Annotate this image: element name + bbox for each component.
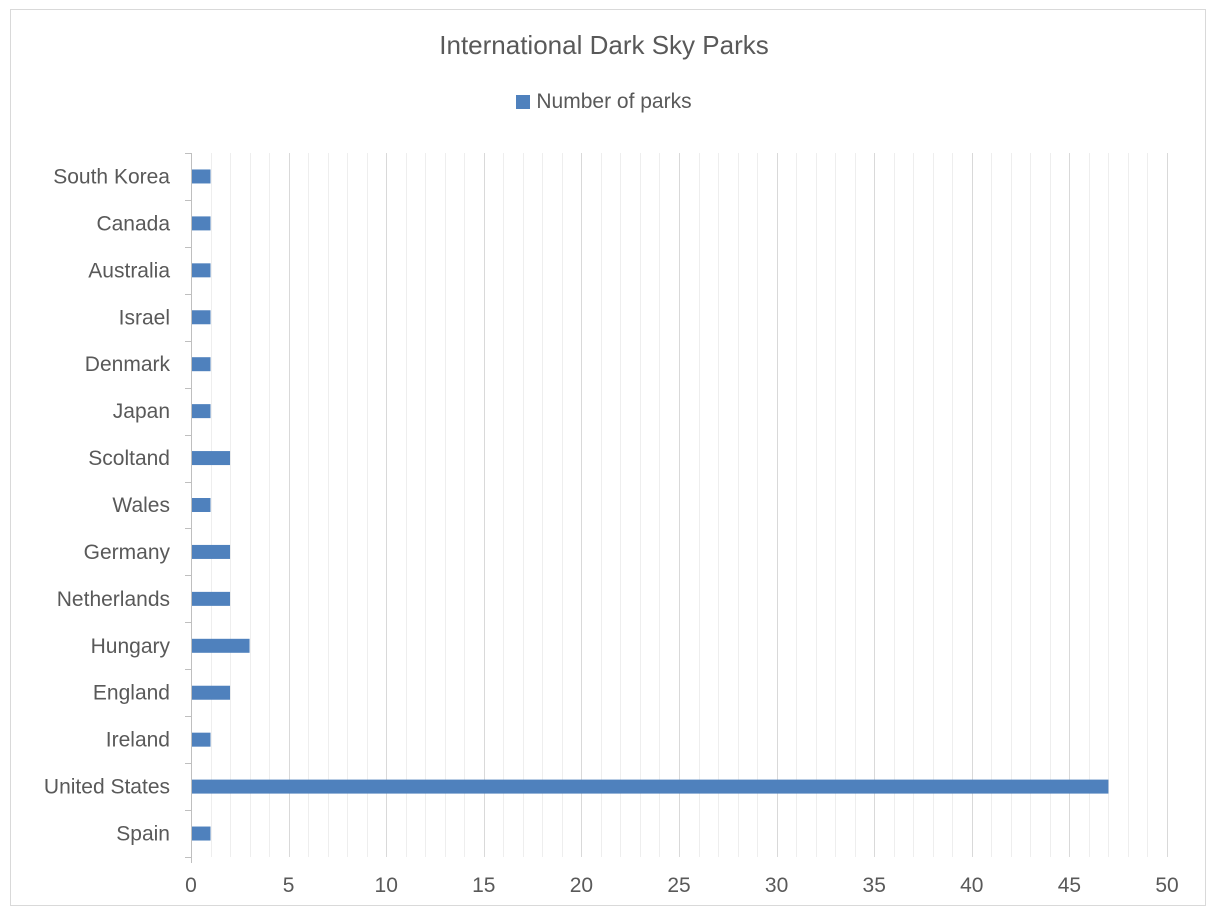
- bar: [192, 216, 211, 231]
- x-tick-label: 0: [185, 874, 197, 897]
- bar: [192, 404, 211, 419]
- tick-labels: 0 5 10 15 20 25 30 35 40 45 50 Spain United States Ir…: [44, 165, 1179, 897]
- x-tick-label: 30: [765, 874, 788, 897]
- category-label: Japan: [113, 400, 170, 423]
- x-tick-label: 50: [1155, 874, 1178, 897]
- bar: [192, 638, 250, 653]
- category-label: South Korea: [53, 165, 170, 188]
- axes: [185, 153, 192, 863]
- category-label: Scoltand: [88, 447, 170, 470]
- bar: [192, 826, 211, 841]
- legend: Number of parks: [0, 90, 1208, 114]
- bar: [192, 357, 211, 372]
- category-label: Denmark: [85, 353, 171, 376]
- x-tick-label: 25: [667, 874, 690, 897]
- bar: [192, 169, 211, 184]
- bar: [192, 498, 211, 512]
- x-tick-label: 45: [1058, 874, 1081, 897]
- category-label: Canada: [96, 212, 170, 235]
- category-label: Hungary: [91, 635, 171, 658]
- x-tick-label: 5: [283, 874, 295, 897]
- legend-label: Number of parks: [536, 90, 692, 113]
- x-tick-label: 15: [472, 874, 495, 897]
- x-tick-label: 20: [570, 874, 593, 897]
- category-label: Australia: [88, 259, 170, 282]
- category-label: Israel: [119, 306, 170, 329]
- bar: [192, 544, 231, 559]
- legend-swatch: [516, 95, 531, 109]
- category-label: Germany: [84, 541, 171, 564]
- category-label: England: [93, 682, 170, 705]
- gridlines: [211, 153, 1168, 857]
- bar: [192, 263, 211, 278]
- category-label: Netherlands: [57, 588, 170, 611]
- x-tick-label: 35: [863, 874, 886, 897]
- chart-title: International Dark Sky Parks: [439, 30, 769, 60]
- category-label: Wales: [112, 494, 170, 517]
- category-label: United States: [44, 776, 170, 799]
- x-tick-label: 10: [375, 874, 398, 897]
- bar: [192, 310, 211, 325]
- bar: [192, 685, 231, 700]
- category-label: Spain: [116, 823, 170, 846]
- bar: [192, 451, 231, 466]
- bar: [192, 591, 231, 606]
- bar: [192, 732, 211, 747]
- category-label: Ireland: [106, 729, 170, 752]
- x-tick-label: 40: [960, 874, 983, 897]
- bars: [192, 169, 1109, 841]
- bar: [192, 779, 1109, 794]
